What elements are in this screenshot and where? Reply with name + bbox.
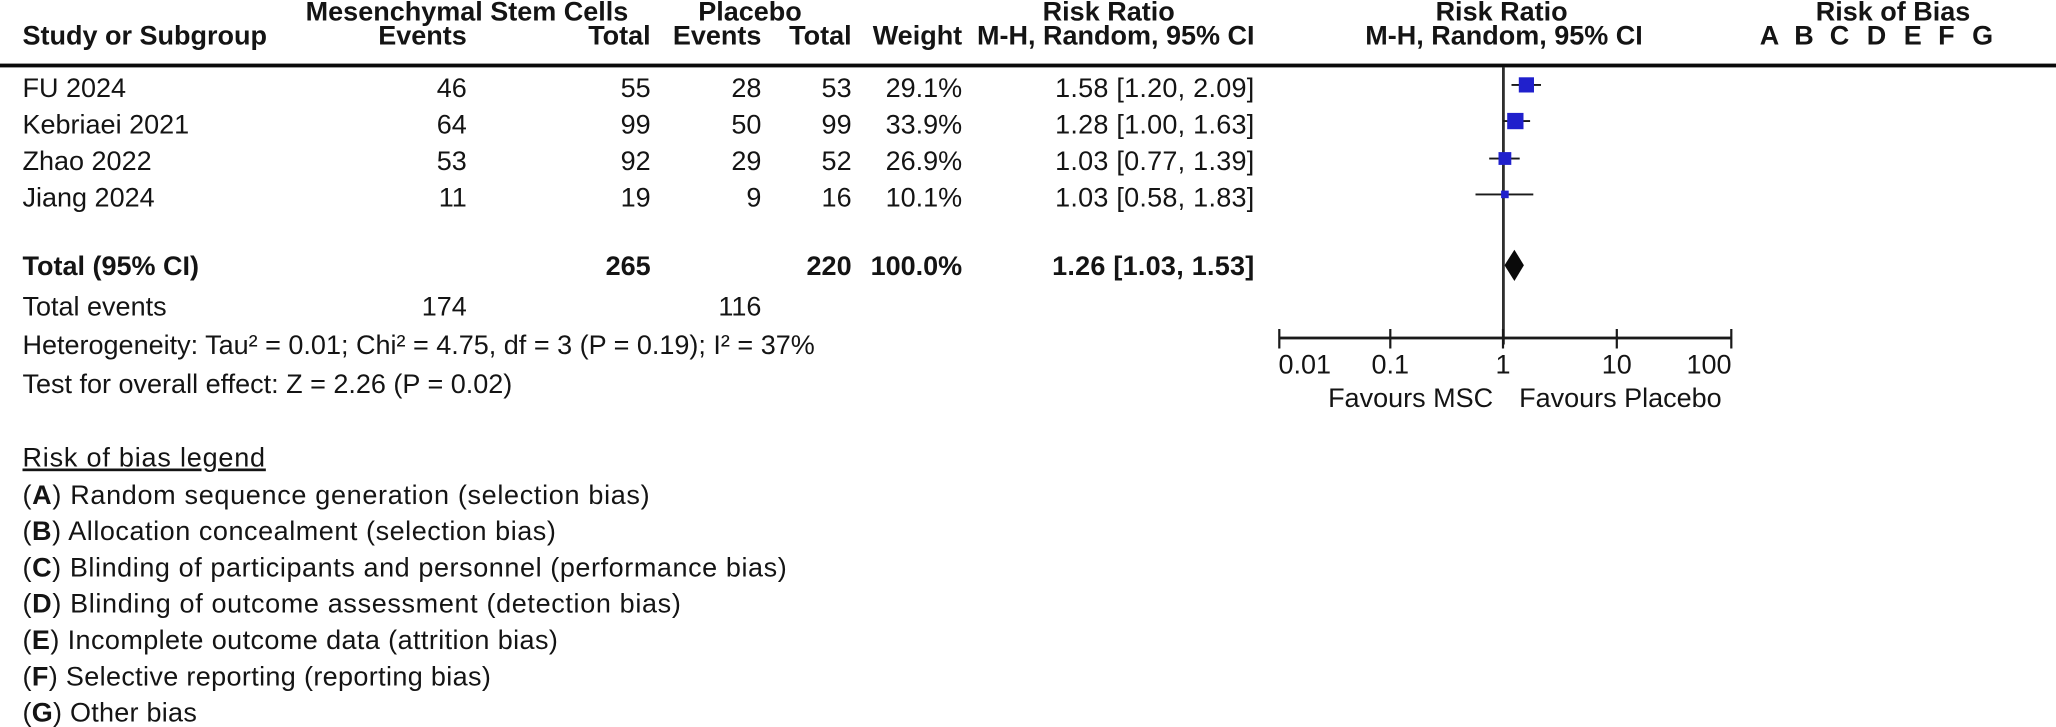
svg-text:(B) Allocation concealment (se: (B) Allocation concealment (selection bi… [23,516,557,546]
svg-text:55: 55 [621,73,651,103]
svg-text:(E) Incomplete outcome data (a: (E) Incomplete outcome data (attrition b… [23,625,559,655]
svg-text:9: 9 [746,183,761,213]
svg-text:Total events: Total events [23,291,167,321]
svg-text:26.9%: 26.9% [886,146,963,176]
svg-text:100: 100 [1686,350,1731,380]
svg-text:174: 174 [422,291,467,321]
svg-text:92: 92 [621,146,651,176]
svg-text:11: 11 [439,183,467,213]
svg-text:Study or Subgroup: Study or Subgroup [23,21,267,51]
svg-text:10: 10 [1602,350,1632,380]
svg-text:B: B [1794,21,1814,51]
svg-text:19: 19 [621,183,651,213]
svg-text:Heterogeneity: Tau² = 0.01; Ch: Heterogeneity: Tau² = 0.01; Chi² = 4.75,… [23,330,815,360]
svg-text:(A) Random sequence generation: (A) Random sequence generation (selectio… [23,480,651,510]
svg-text:D: D [1867,21,1887,51]
svg-text:Zhao 2022: Zhao 2022 [23,146,152,176]
svg-text:Total: Total [789,21,852,51]
svg-text:(F) Selective reporting (repor: (F) Selective reporting (reporting bias) [23,661,492,691]
svg-text:Total (95% CI): Total (95% CI) [23,251,200,281]
svg-text:Risk Ratio: Risk Ratio [1436,0,1568,26]
svg-text:0.1: 0.1 [1372,350,1410,380]
svg-text:Risk of Bias: Risk of Bias [1816,0,1971,26]
svg-text:Weight: Weight [873,21,963,51]
svg-text:Favours MSC: Favours MSC [1328,383,1493,413]
svg-text:265: 265 [606,251,651,281]
svg-text:52: 52 [822,146,852,176]
svg-text:1.03 [0.58, 1.83]: 1.03 [0.58, 1.83] [1055,183,1254,213]
svg-text:Jiang 2024: Jiang 2024 [23,183,155,213]
svg-text:50: 50 [731,110,761,140]
svg-text:16: 16 [822,183,852,213]
svg-text:Favours Placebo: Favours Placebo [1519,383,1722,413]
svg-text:F: F [1938,21,1955,51]
svg-text:100.0%: 100.0% [871,251,963,281]
svg-text:Events: Events [378,21,467,51]
svg-text:(G) Other bias: (G) Other bias [23,698,198,727]
svg-text:Risk of bias legend: Risk of bias legend [23,443,266,473]
svg-text:Events: Events [673,21,762,51]
svg-text:116: 116 [718,291,761,321]
svg-text:A: A [1760,21,1780,51]
svg-text:Total: Total [588,21,651,51]
svg-text:220: 220 [807,251,852,281]
svg-text:53: 53 [437,146,467,176]
svg-text:1.26 [1.03, 1.53]: 1.26 [1.03, 1.53] [1052,251,1254,281]
svg-text:Risk Ratio: Risk Ratio [1043,0,1175,26]
svg-text:FU 2024: FU 2024 [23,73,127,103]
svg-text:99: 99 [822,110,852,140]
svg-text:M-H, Random, 95% CI: M-H, Random, 95% CI [1365,21,1643,51]
svg-text:G: G [1972,21,1993,51]
svg-text:(C) Blinding of participants a: (C) Blinding of participants and personn… [23,552,788,582]
svg-text:29: 29 [731,146,761,176]
svg-text:M-H, Random, 95% CI: M-H, Random, 95% CI [977,21,1255,51]
svg-text:33.9%: 33.9% [886,110,963,140]
svg-text:99: 99 [621,110,651,140]
svg-text:(D) Blinding of outcome assess: (D) Blinding of outcome assessment (dete… [23,589,682,619]
svg-text:Placebo: Placebo [698,0,802,26]
svg-text:53: 53 [822,73,852,103]
svg-text:Test for overall effect: Z = 2: Test for overall effect: Z = 2.26 (P = 0… [23,369,513,399]
svg-text:1.28 [1.00, 1.63]: 1.28 [1.00, 1.63] [1055,110,1254,140]
svg-text:Kebriaei 2021: Kebriaei 2021 [23,110,190,140]
svg-text:1.58 [1.20, 2.09]: 1.58 [1.20, 2.09] [1055,73,1254,103]
svg-text:0.01: 0.01 [1279,350,1332,380]
svg-text:28: 28 [731,73,761,103]
svg-text:29.1%: 29.1% [886,73,963,103]
svg-text:E: E [1904,21,1922,51]
svg-text:C: C [1830,21,1850,51]
svg-text:1.03 [0.77, 1.39]: 1.03 [0.77, 1.39] [1055,146,1254,176]
svg-text:Mesenchymal Stem Cells: Mesenchymal Stem Cells [306,0,629,26]
svg-text:64: 64 [437,110,467,140]
svg-text:46: 46 [437,73,467,103]
svg-text:1: 1 [1495,350,1510,380]
svg-text:10.1%: 10.1% [886,183,963,213]
